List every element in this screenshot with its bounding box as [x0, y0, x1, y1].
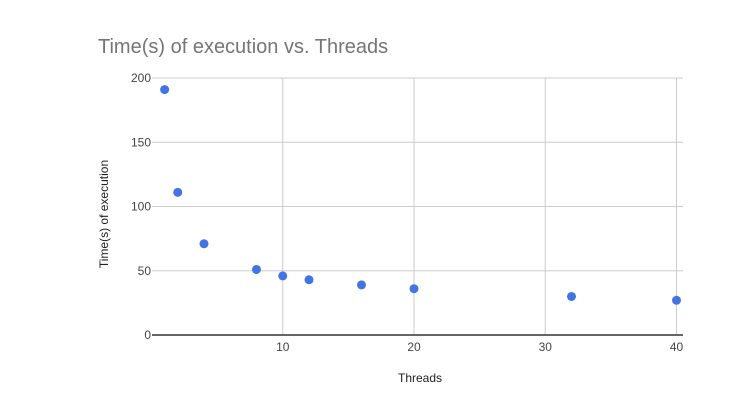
x-tick-label: 30	[539, 340, 553, 354]
x-axis-label: Threads	[397, 371, 443, 385]
data-point	[304, 275, 314, 285]
data-points	[160, 85, 681, 305]
data-point	[409, 284, 419, 294]
x-tick-label: 20	[407, 340, 421, 354]
chart-title: Time(s) of execution vs. Threads	[98, 36, 389, 58]
data-point	[278, 271, 288, 281]
data-point	[173, 187, 183, 197]
data-point	[672, 295, 681, 305]
y-tick-label: 50	[138, 264, 152, 278]
data-point	[567, 291, 576, 301]
x-tick-label: 10	[276, 340, 290, 354]
tick-labels: 0 50 100 150 200 10 20 30 40	[131, 71, 684, 354]
gridlines	[152, 77, 683, 335]
data-point	[252, 264, 261, 274]
y-axis-label: Time(s) of execution	[97, 159, 111, 269]
y-tick-label: 100	[131, 200, 151, 214]
data-point	[199, 239, 209, 249]
y-tick-label: 150	[131, 135, 151, 149]
y-tick-label: 200	[131, 71, 151, 85]
y-tick-label: 0	[144, 328, 151, 342]
data-point	[160, 85, 170, 95]
data-point	[357, 280, 366, 290]
x-tick-label: 40	[670, 340, 684, 354]
